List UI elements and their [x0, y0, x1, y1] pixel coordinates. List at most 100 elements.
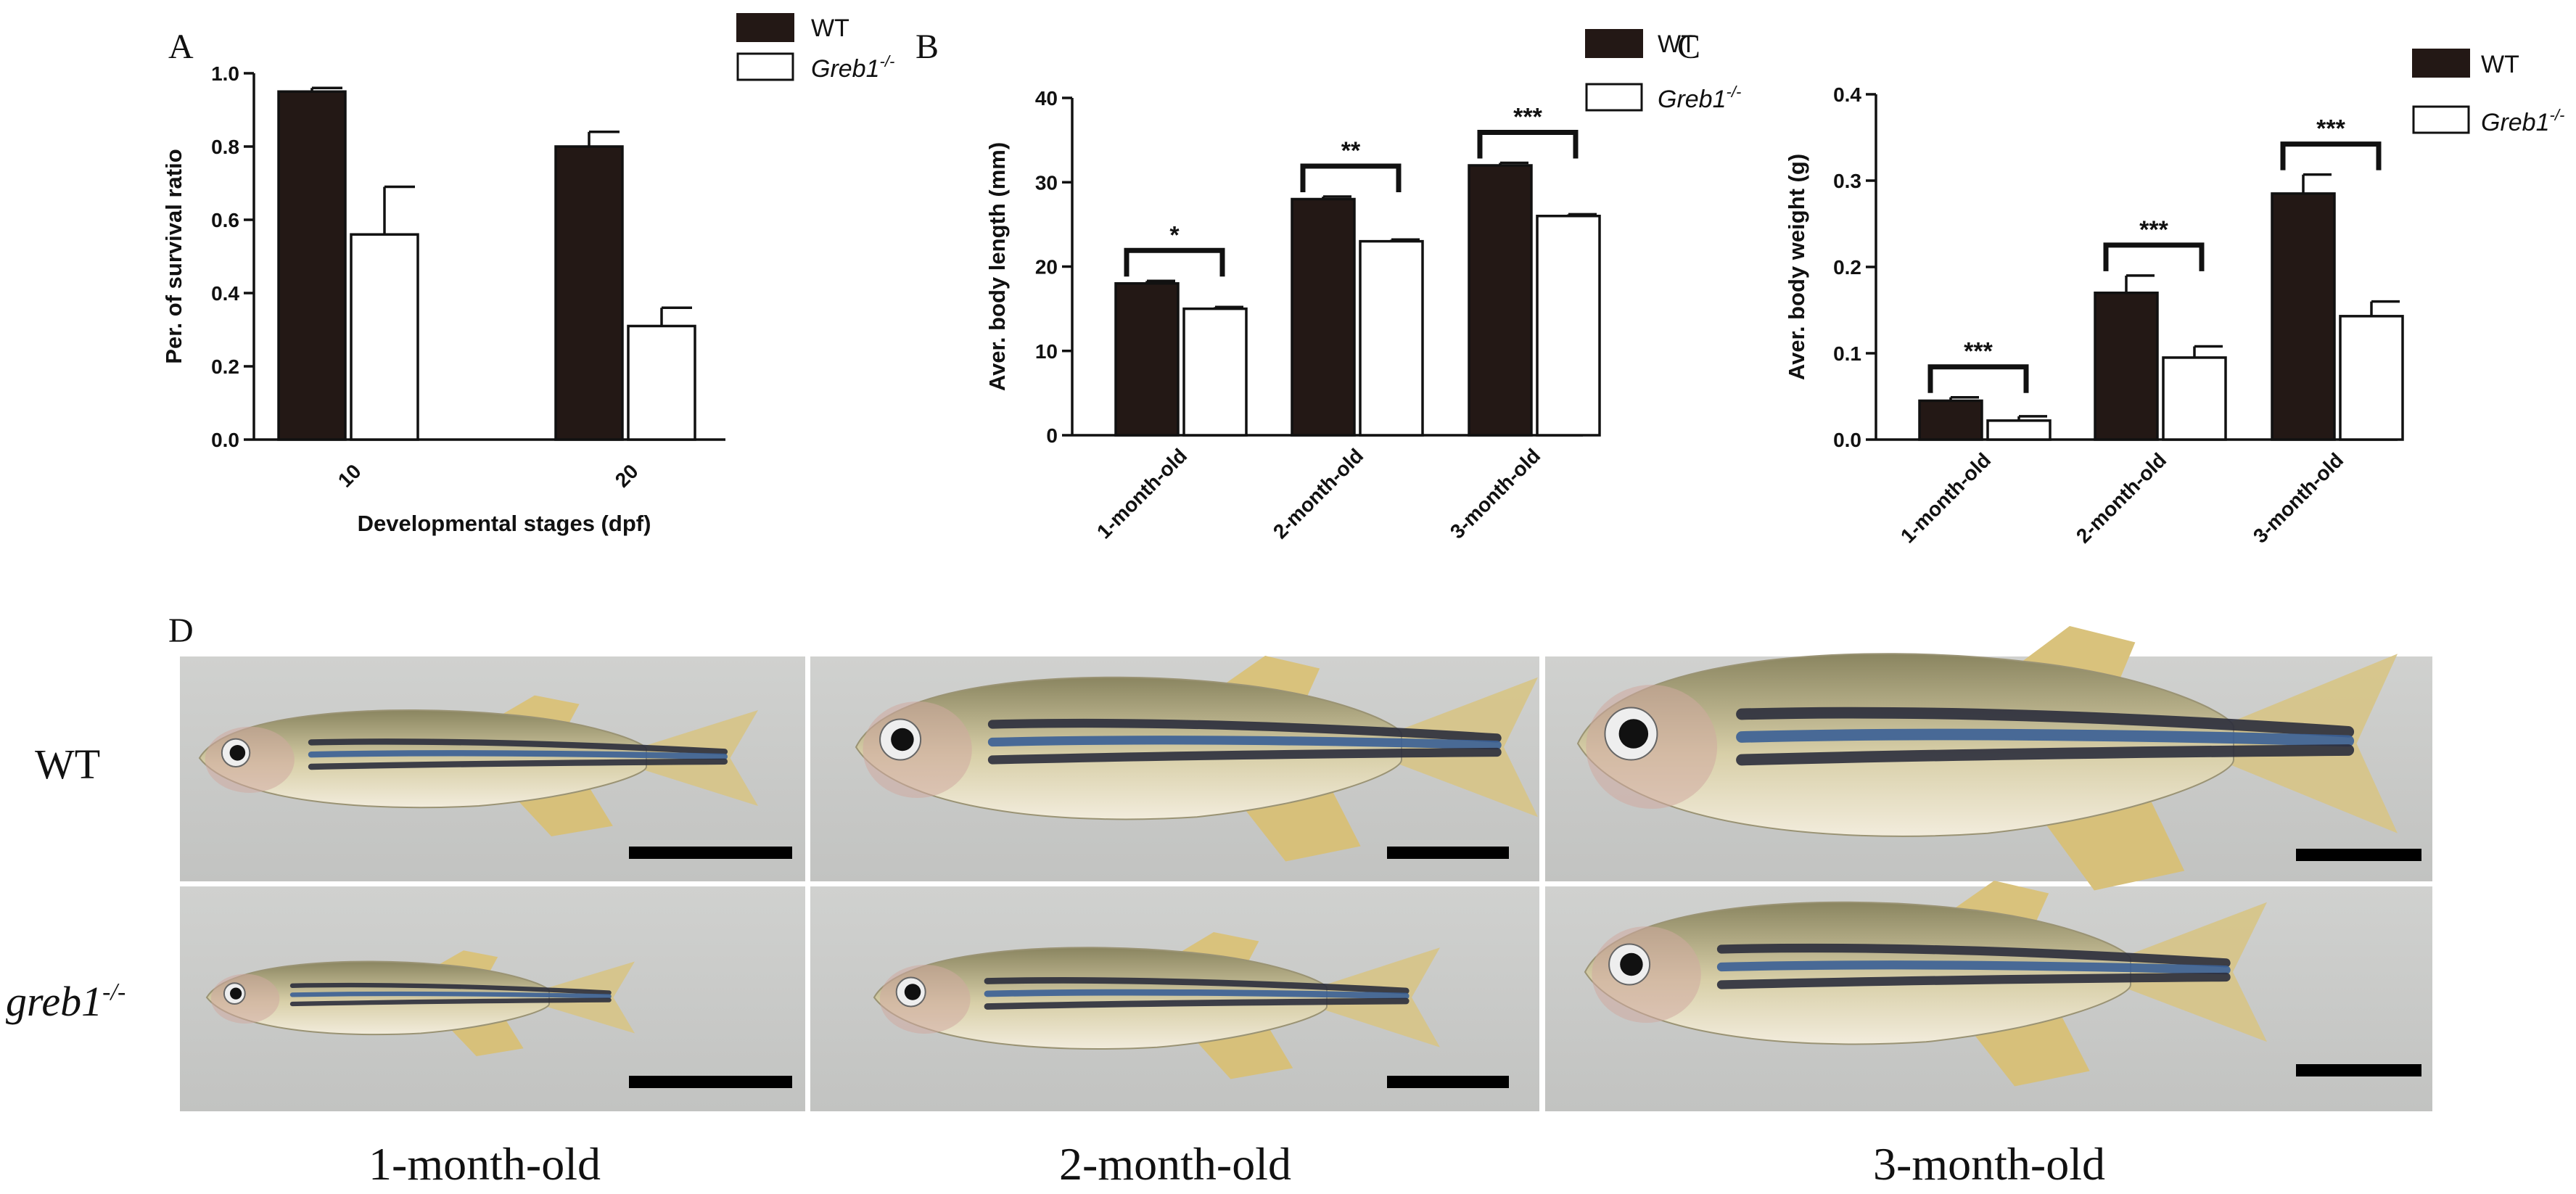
bar-mut — [1359, 239, 1424, 437]
x-tick-label: 3-month-old — [2249, 448, 2347, 547]
x-tick-label: 2-month-old — [1269, 444, 1367, 543]
fish-stripe — [1716, 943, 2231, 968]
fish-stripe — [984, 989, 1410, 1000]
bar-mut — [1182, 307, 1248, 437]
legend-mut-label: Greb1-/- — [2481, 106, 2564, 136]
scale-bar — [629, 1076, 792, 1088]
legend-mut-swatch — [1585, 83, 1643, 112]
bar-wt — [2094, 291, 2159, 441]
fish-mut-2-month — [873, 932, 1440, 1079]
panel-letter-b: B — [915, 28, 939, 66]
y-tick-label: 0.4 — [1833, 83, 1861, 106]
x-axis-title: Developmental stages (dpf) — [358, 511, 651, 536]
scale-bar — [629, 847, 792, 859]
photo-panel: WT greb1-/- 1-month-old 2-month-old 3-mo… — [6, 626, 2432, 1190]
legend-c: WT Greb1-/- — [2412, 49, 2564, 136]
fish-pupil — [891, 728, 914, 752]
fish-mut-3-month — [1584, 881, 2267, 1087]
scale-bar — [2296, 849, 2421, 861]
bar-mut — [2162, 356, 2227, 441]
significance-label: ** — [1341, 137, 1361, 165]
significance-bracket — [1124, 247, 1225, 277]
fish-stripe — [308, 738, 728, 755]
legend-wt-label: WT — [1658, 30, 1696, 58]
legend-mut-swatch — [2412, 105, 2470, 134]
bar-mut — [1986, 419, 2052, 441]
bar-mut — [350, 233, 419, 441]
significance-bracket — [2103, 242, 2205, 271]
fish-pupil — [230, 987, 242, 1000]
fish-anal-fin — [1967, 1018, 2090, 1087]
fish-mut-1-month — [205, 950, 635, 1056]
bar-wt — [1918, 399, 1983, 441]
y-tick-label: 0.0 — [1833, 429, 1861, 451]
x-tick-label: 1-month-old — [1092, 444, 1191, 543]
y-tick-label: 30 — [1035, 171, 1058, 194]
row-label-greb1: greb1-/- — [6, 978, 125, 1025]
significance-bracket — [1927, 364, 2029, 393]
x-tick-label: 10 — [334, 460, 366, 492]
column-label-2-month: 2-month-old — [1059, 1138, 1291, 1190]
y-tick-label: 0.4 — [211, 282, 239, 305]
x-tick-label: 1-month-old — [1896, 448, 1995, 547]
panel-letter-c: C — [1677, 28, 1700, 66]
fish-wt-3-month — [1576, 626, 2398, 891]
y-tick-label: 0.2 — [211, 355, 239, 378]
scale-bar — [1387, 847, 1509, 859]
chart-body-length: 0 10 20 30 40 Aver. body length (mm) 1-month-o… — [984, 87, 1601, 543]
x-tick-label: 20 — [611, 460, 643, 492]
fish-stripe — [987, 718, 1502, 743]
fish-head — [210, 973, 280, 1024]
fish-anal-fin — [1190, 1030, 1293, 1079]
bar-wt — [1291, 197, 1356, 437]
legend-b: WT Greb1-/- — [1585, 29, 1741, 113]
significance-bracket — [2280, 141, 2382, 170]
significance-label: *** — [1964, 338, 1993, 366]
significance-label: * — [1169, 221, 1180, 249]
y-tick-label: 40 — [1035, 87, 1058, 110]
significance-bracket — [1300, 163, 1402, 193]
fish-stripe — [1736, 707, 2355, 738]
fish-anal-fin — [446, 1021, 524, 1056]
fish-stripe — [984, 977, 1410, 995]
bar-wt — [277, 90, 347, 441]
fish-stripe — [308, 750, 728, 760]
fish-pupil — [1618, 719, 1649, 749]
y-tick-label: 0.6 — [211, 209, 239, 231]
legend-a: WT Greb1-/- — [736, 13, 894, 83]
fish-pupil — [904, 984, 921, 1000]
significance-bracket — [1477, 130, 1579, 159]
legend-wt-swatch — [2412, 49, 2470, 78]
y-tick-label: 1.0 — [211, 62, 239, 85]
significance-label: *** — [2316, 115, 2345, 143]
y-axis-title: Per. of survival ratio — [161, 149, 186, 363]
y-tick-label: 10 — [1035, 340, 1058, 363]
fish-head — [205, 726, 295, 793]
fish-anal-fin — [1238, 793, 1361, 862]
legend-wt-swatch — [1585, 29, 1643, 58]
fish-wt-2-month — [855, 656, 1538, 862]
scale-bar — [2296, 1064, 2421, 1076]
fish-stripe — [987, 747, 1502, 765]
bar-mut — [627, 324, 696, 441]
y-tick-label: 0.3 — [1833, 170, 1861, 192]
fish-stripe — [1716, 972, 2231, 989]
x-tick-label: 3-month-old — [1446, 444, 1544, 543]
chart-body-weight: 0.0 0.1 0.2 0.3 0.4 Aver. body weight (g) 1-mo… — [1784, 83, 2404, 548]
fish-pupil — [229, 745, 246, 761]
fish-pupil — [1620, 952, 1643, 976]
bar-wt — [1468, 164, 1533, 437]
fish-stripe — [1716, 960, 2231, 975]
fish-stripe — [1736, 728, 2355, 747]
fish-anal-fin — [512, 789, 613, 836]
legend-mut-swatch — [736, 52, 794, 81]
bar-mut — [2339, 315, 2404, 441]
panel-letter-a: A — [168, 28, 194, 66]
fish-stripe — [289, 982, 612, 995]
y-tick-label: 0.8 — [211, 136, 239, 158]
row-label-wt: WT — [35, 741, 100, 788]
fish-head — [879, 965, 971, 1034]
chart-survival-ratio: 0.0 0.2 0.4 0.6 0.8 1.0 Per. of survival ratio… — [161, 62, 725, 536]
y-axis-title: Aver. body weight (g) — [1784, 154, 1809, 380]
significance-label: *** — [1513, 104, 1542, 131]
